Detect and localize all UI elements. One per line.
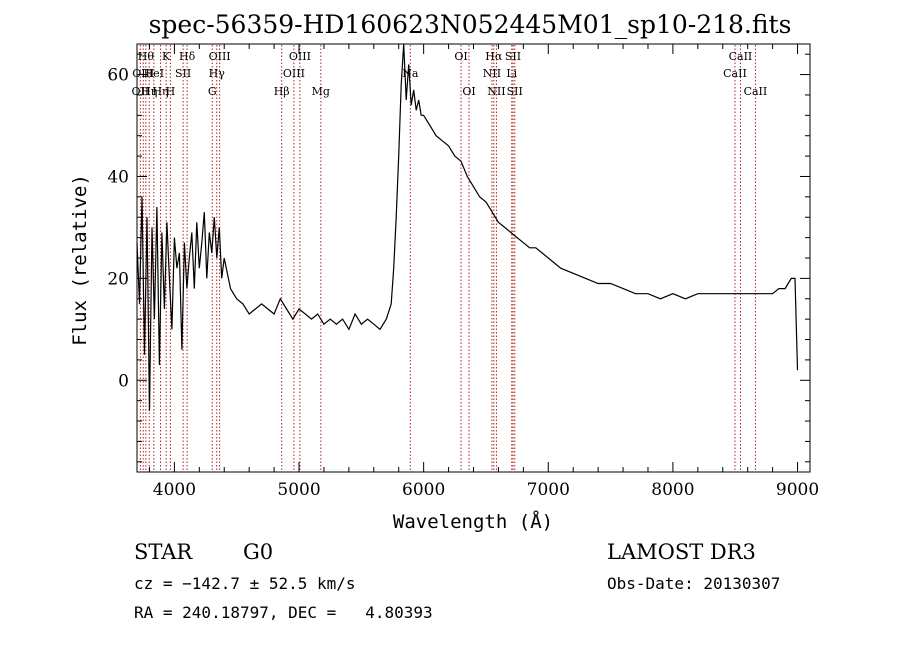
y-tick-label: 60: [107, 66, 129, 86]
x-tick-label: 7000: [527, 480, 570, 500]
x-tick-label: 6000: [402, 480, 445, 500]
spectral-line-label: CaII: [744, 85, 768, 98]
spectral-line-label: OIII: [132, 67, 154, 80]
spectral-line-markers: [139, 45, 756, 471]
x-tick-label: 4000: [153, 480, 196, 500]
spectral-line-label: Mg: [312, 85, 330, 98]
spectral-line-label: Hα: [485, 50, 503, 63]
sky-coordinates: RA = 240.18797, DEC = 4.80393: [134, 603, 433, 622]
y-axis-label: Flux (relative): [69, 174, 91, 346]
y-tick-label: 40: [107, 167, 129, 187]
survey-name: LAMOST DR3: [607, 540, 756, 564]
x-axis-ticks: 4000 5000 6000 7000 8000 9000: [148, 44, 819, 500]
spectral-line-labels: OII OIII Hθ Hη HeI Hη K H SII Hδ G Hγ OIII Hβ OIII OIII…: [132, 50, 768, 98]
observation-date: Obs-Date: 20130307: [607, 574, 781, 593]
spectral-line-label: NII: [487, 85, 505, 98]
x-tick-label: 5000: [277, 480, 320, 500]
spectral-line-label: Hγ: [209, 67, 226, 80]
spectral-line-label: HeI: [144, 67, 164, 80]
spectral-line-label: OI: [454, 50, 467, 63]
spectral-line-label: SII: [175, 67, 191, 80]
spectral-line-label: G: [208, 85, 217, 98]
spectral-line-label: Li: [506, 67, 517, 80]
spectral-line-label: Na: [402, 67, 419, 80]
object-subclass: G0: [243, 540, 274, 564]
y-tick-label: 0: [118, 371, 129, 391]
chart-title: spec-56359-HD160623N052445M01_sp10-218.f…: [149, 10, 792, 39]
spectral-line-label: OIII: [289, 50, 311, 63]
plot-frame: [136, 43, 811, 473]
spectral-line-label: Hβ: [274, 85, 290, 98]
spectral-line-label: H: [166, 85, 176, 98]
spectral-line-label: OIII: [209, 50, 231, 63]
plot-axes: [136, 43, 811, 473]
y-axis-ticks: 0 20 40 60: [107, 53, 810, 463]
object-class: STAR: [134, 540, 193, 564]
spectral-line-label: SII: [507, 85, 523, 98]
spectral-line-label: OI: [462, 85, 475, 98]
spectral-line-label: K: [162, 50, 171, 63]
spectral-line-label: Hη: [152, 85, 168, 98]
spectral-line-label: CaII: [723, 67, 747, 80]
x-tick-label: 9000: [776, 480, 819, 500]
redshift-velocity: cz = −142.7 ± 52.5 km/s: [134, 574, 356, 593]
spectral-line-label: OIII: [283, 67, 305, 80]
x-axis-label: Wavelength (Å): [393, 510, 553, 533]
x-tick-label: 8000: [651, 480, 694, 500]
spectral-line-label: Hη: [141, 85, 157, 98]
spectrum-series-line: [136, 43, 799, 411]
y-tick-label: 20: [107, 269, 129, 289]
spectral-line-label: CaII: [729, 50, 753, 63]
spectral-line-label: OII: [132, 85, 150, 98]
spectral-line-label: Hθ: [138, 50, 155, 63]
spectral-line-label: NII: [483, 67, 501, 80]
spectral-line-label: Hδ: [179, 50, 196, 63]
spectral-line-label: SII: [505, 50, 521, 63]
